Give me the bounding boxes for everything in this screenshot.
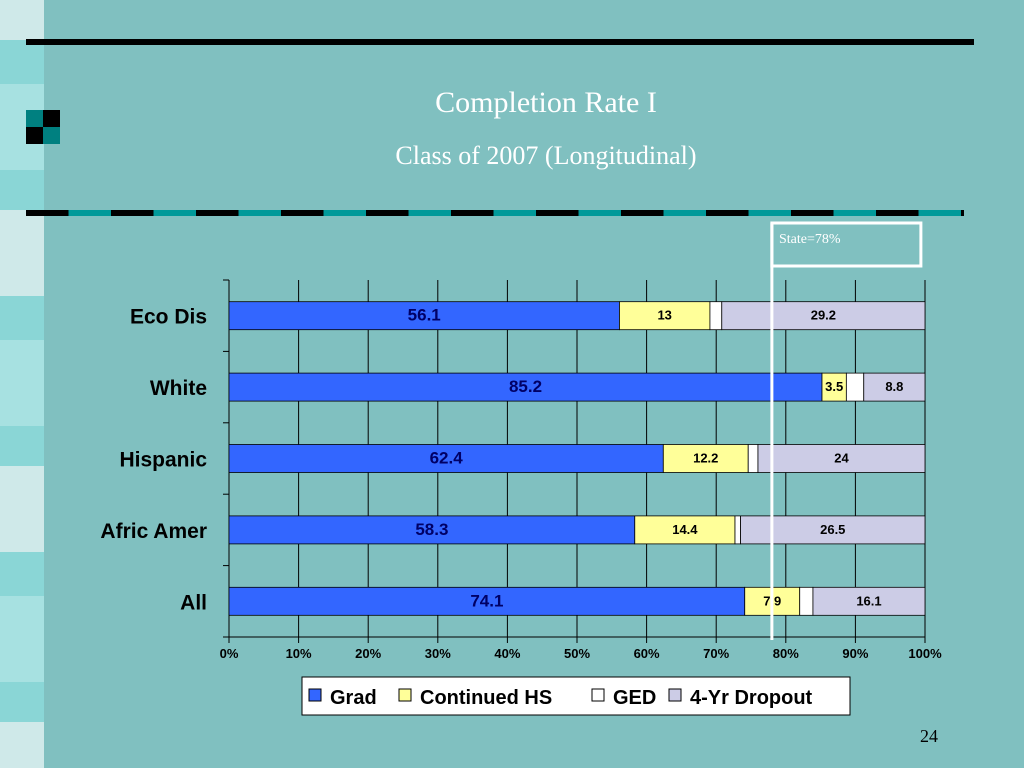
divider-segment xyxy=(68,210,111,216)
data-label-grad-eco-dis: 56.1 xyxy=(408,306,441,325)
data-label-4-yr-dropout-afric-amer: 26.5 xyxy=(820,522,845,537)
x-tick-label: 40% xyxy=(494,646,520,661)
data-label-grad-afric-amer: 58.3 xyxy=(415,520,448,539)
bar-ged-hispanic xyxy=(747,444,759,473)
divider-segment xyxy=(493,210,536,216)
divider-segment xyxy=(918,210,961,216)
bar-4-yr-dropout-eco-dis xyxy=(721,301,926,331)
bar-4-yr-dropout-hispanic xyxy=(757,444,926,473)
data-label-4-yr-dropout-white: 8.8 xyxy=(885,379,903,394)
strip-block xyxy=(0,340,44,426)
legend: Grad Continued HS GED 4-Yr Dropout xyxy=(301,676,851,716)
slide-subtitle: Class of 2007 (Longitudinal) xyxy=(395,141,697,170)
x-tick-label: 100% xyxy=(908,646,942,661)
divider-segment xyxy=(663,210,706,216)
strip-block xyxy=(0,210,44,296)
checker-square xyxy=(26,127,43,144)
bar-4-yr-dropout-all xyxy=(812,586,926,616)
divider-segment xyxy=(833,210,876,216)
x-tick-label: 30% xyxy=(425,646,451,661)
legend-label-grad: Grad xyxy=(330,687,377,709)
bar-ged-white xyxy=(845,372,865,402)
bar-grad-eco-dis xyxy=(228,301,620,331)
data-label-continued-hs-white: 3.5 xyxy=(825,379,843,394)
legend-label-continued-hs: Continued HS xyxy=(420,687,552,709)
state-reference-label: State=78% xyxy=(779,232,841,247)
divider-segment xyxy=(791,210,834,216)
data-label-continued-hs-eco-dis: 13 xyxy=(657,308,671,323)
checker-square xyxy=(43,110,60,127)
checker-square xyxy=(43,127,60,144)
legend-box xyxy=(301,676,851,716)
strip-block xyxy=(0,0,44,40)
x-tick-label: 80% xyxy=(773,646,799,661)
divider-segment xyxy=(153,210,196,216)
x-tick-label: 10% xyxy=(286,646,312,661)
data-label-continued-hs-hispanic: 12.2 xyxy=(693,451,718,466)
divider-segment xyxy=(238,210,281,216)
divider-segment xyxy=(536,210,579,216)
bar-continued-hs-afric-amer xyxy=(634,515,736,545)
legend-swatch-ged xyxy=(591,688,605,702)
category-label-white: White xyxy=(150,377,207,400)
divider-segment xyxy=(323,210,366,216)
divider-segment xyxy=(366,210,409,216)
x-tick-label: 0% xyxy=(220,646,239,661)
bar-4-yr-dropout-white xyxy=(863,372,926,402)
divider-segment xyxy=(451,210,494,216)
bar-continued-hs-white xyxy=(821,372,847,402)
x-tick-label: 60% xyxy=(634,646,660,661)
divider-segment xyxy=(706,210,749,216)
strip-block xyxy=(0,722,44,768)
data-label-4-yr-dropout-eco-dis: 29.2 xyxy=(811,308,836,323)
legend-label-ged: GED xyxy=(613,687,656,709)
bar-ged-afric-amer xyxy=(734,515,741,545)
category-label-all: All xyxy=(180,591,207,614)
data-label-4-yr-dropout-all: 16.1 xyxy=(856,593,881,608)
divider-segment xyxy=(961,210,964,216)
data-label-grad-hispanic: 62.4 xyxy=(430,449,464,468)
legend-swatch-grad xyxy=(308,688,322,702)
divider-segment xyxy=(26,210,69,216)
category-label-afric-amer: Afric Amer xyxy=(100,520,207,543)
legend-swatch-continued-hs xyxy=(398,688,412,702)
strip-block xyxy=(0,596,44,682)
slide-title: Completion Rate I xyxy=(435,86,657,119)
top-divider xyxy=(26,39,974,45)
divider-segment xyxy=(281,210,324,216)
x-tick-label: 50% xyxy=(564,646,590,661)
bar-ged-eco-dis xyxy=(709,301,723,331)
divider-segment xyxy=(621,210,664,216)
divider-segment xyxy=(876,210,919,216)
x-tick-label: 90% xyxy=(842,646,868,661)
divider-segment xyxy=(196,210,239,216)
data-label-4-yr-dropout-hispanic: 24 xyxy=(834,451,849,466)
bar-continued-hs-hispanic xyxy=(662,444,749,473)
category-label-eco-dis: Eco Dis xyxy=(130,306,207,329)
bar-grad-hispanic xyxy=(228,444,664,473)
divider-segment xyxy=(408,210,451,216)
category-label-hispanic: Hispanic xyxy=(119,449,207,472)
x-tick-label: 20% xyxy=(355,646,381,661)
legend-label-4-yr-dropout: 4-Yr Dropout xyxy=(690,687,813,709)
divider-segment xyxy=(748,210,791,216)
divider-segment xyxy=(578,210,621,216)
x-tick-label: 70% xyxy=(703,646,729,661)
checker-square xyxy=(26,110,43,127)
bar-ged-all xyxy=(799,586,814,616)
bar-continued-hs-eco-dis xyxy=(619,301,711,331)
page-number: 24 xyxy=(920,726,938,746)
data-label-continued-hs-afric-amer: 14.4 xyxy=(672,522,698,537)
data-label-grad-all: 74.1 xyxy=(470,591,503,610)
divider-segment xyxy=(111,210,154,216)
legend-swatch-4-yr-dropout xyxy=(668,688,682,702)
data-label-grad-white: 85.2 xyxy=(509,377,542,396)
strip-block xyxy=(0,466,44,552)
